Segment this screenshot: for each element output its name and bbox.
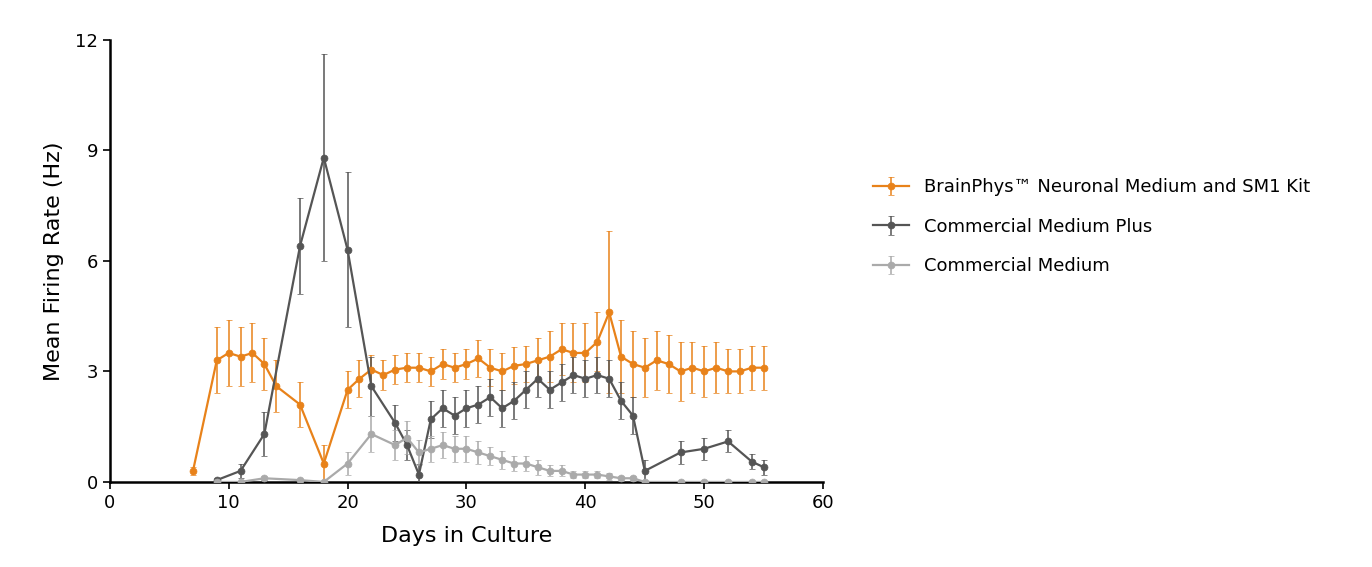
X-axis label: Days in Culture: Days in Culture (381, 526, 552, 545)
Legend: BrainPhys™ Neuronal Medium and SM1 Kit, Commercial Medium Plus, Commercial Mediu: BrainPhys™ Neuronal Medium and SM1 Kit, … (874, 178, 1310, 276)
Y-axis label: Mean Firing Rate (Hz): Mean Firing Rate (Hz) (44, 141, 64, 380)
